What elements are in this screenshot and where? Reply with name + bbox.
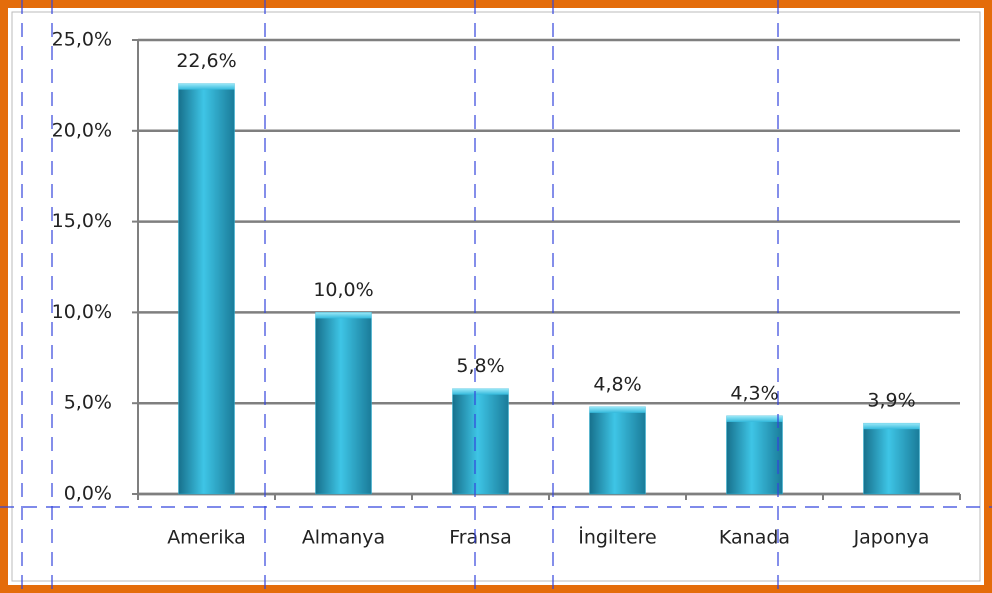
bar-cap — [452, 388, 509, 395]
y-tick-label: 5,0% — [64, 392, 112, 414]
bar-cap — [178, 83, 235, 90]
inner-frame — [11, 11, 981, 582]
x-tick-label: Fransa — [449, 527, 512, 549]
x-tick-label: Japonya — [853, 527, 930, 549]
y-tick-label: 25,0% — [52, 29, 112, 51]
bar — [589, 406, 646, 495]
value-label: 4,3% — [730, 382, 778, 404]
value-label: 4,8% — [593, 373, 641, 395]
bar — [863, 422, 920, 495]
value-label: 3,9% — [867, 390, 915, 412]
bar-cap — [315, 312, 372, 319]
bar-cap — [589, 406, 646, 413]
x-tick-label: Almanya — [302, 527, 385, 549]
y-tick-label: 15,0% — [52, 210, 112, 232]
value-label: 10,0% — [313, 279, 373, 301]
bar-cap — [726, 415, 783, 422]
bar — [315, 312, 372, 495]
bar — [178, 83, 235, 495]
y-tick-label: 0,0% — [64, 483, 112, 505]
plot-area: 0,0% 5,0% 10,0% 15,0% 20,0% 25,0% Amerika 22,6%… — [52, 29, 961, 549]
bar — [726, 415, 783, 495]
x-tick-label: Kanada — [719, 527, 790, 549]
y-tick-label: 10,0% — [52, 301, 112, 323]
x-tick-label: İngiltere — [578, 526, 657, 549]
value-label: 5,8% — [456, 355, 504, 377]
x-tick-label: Amerika — [167, 527, 246, 549]
bar-cap — [863, 423, 920, 430]
bar — [452, 388, 509, 495]
y-tick-label: 20,0% — [52, 119, 112, 141]
value-label: 22,6% — [176, 50, 236, 72]
